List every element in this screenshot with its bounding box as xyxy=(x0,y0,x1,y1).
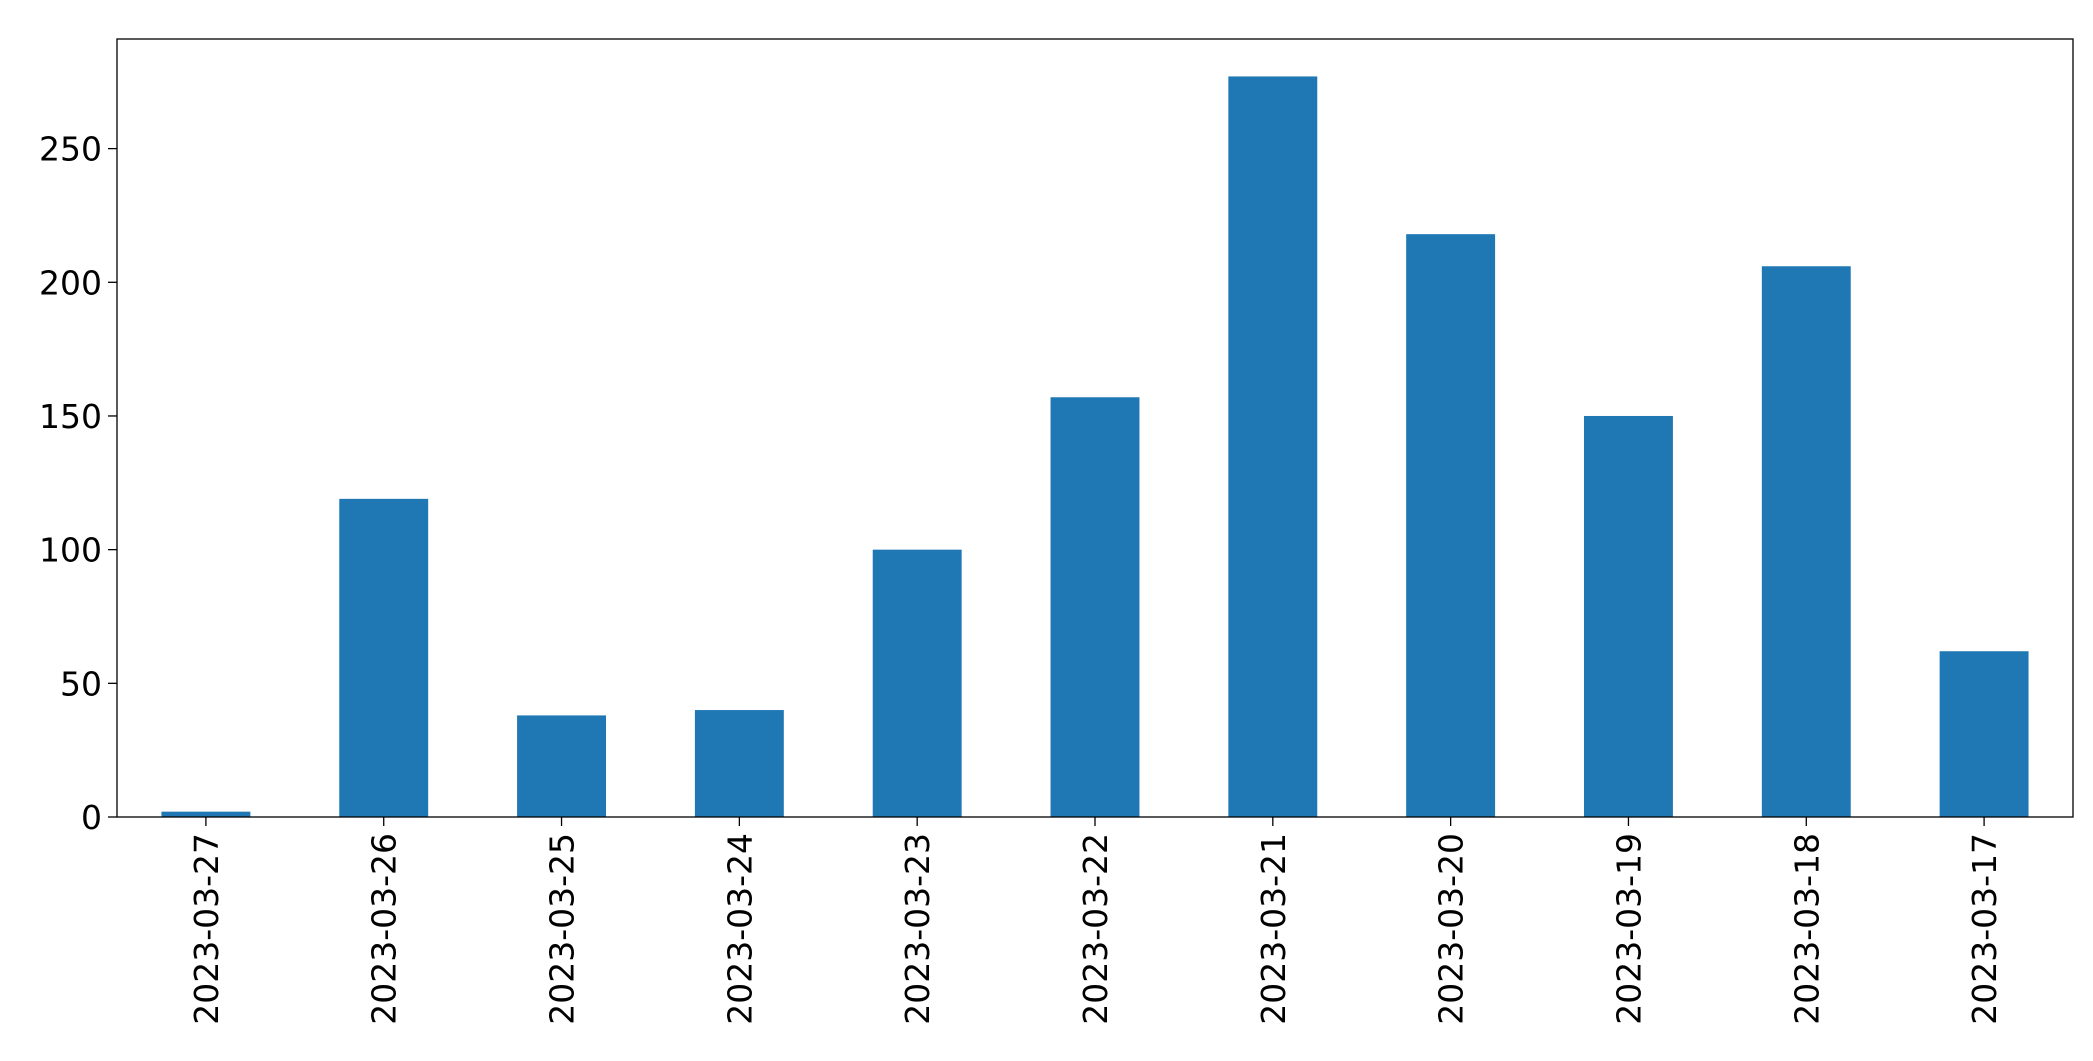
y-tick-label: 100 xyxy=(39,531,102,570)
bar xyxy=(1761,266,1851,817)
bar xyxy=(1939,651,2029,817)
x-tick-label: 2023-03-26 xyxy=(365,833,404,1025)
y-tick-label: 200 xyxy=(39,263,102,302)
bar xyxy=(1584,415,1673,817)
x-tick-label: 2023-03-21 xyxy=(1254,833,1293,1025)
y-tick-label: 0 xyxy=(81,798,102,837)
x-tick-label: 2023-03-17 xyxy=(1965,833,2004,1025)
bar xyxy=(872,549,962,817)
plot-frame xyxy=(116,38,2074,818)
x-tick-label: 2023-03-27 xyxy=(187,833,226,1025)
x-tick-label: 2023-03-20 xyxy=(1432,833,1471,1025)
bar xyxy=(339,498,429,817)
bar xyxy=(694,710,784,817)
y-tick-label: 250 xyxy=(39,130,102,169)
y-tick-label: 150 xyxy=(39,397,102,436)
bar xyxy=(1406,234,1496,817)
bar xyxy=(1228,76,1318,817)
x-tick-label: 2023-03-25 xyxy=(543,833,582,1025)
x-tick-label: 2023-03-19 xyxy=(1609,833,1648,1025)
x-tick-label: 2023-03-24 xyxy=(720,833,759,1025)
bar xyxy=(1050,397,1140,817)
bar xyxy=(517,715,606,817)
bar xyxy=(161,811,251,817)
x-tick-label: 2023-03-23 xyxy=(898,833,937,1025)
y-tick-label: 50 xyxy=(60,664,102,703)
x-tick-label: 2023-03-18 xyxy=(1787,833,1826,1025)
x-tick-label: 2023-03-22 xyxy=(1076,833,1115,1025)
